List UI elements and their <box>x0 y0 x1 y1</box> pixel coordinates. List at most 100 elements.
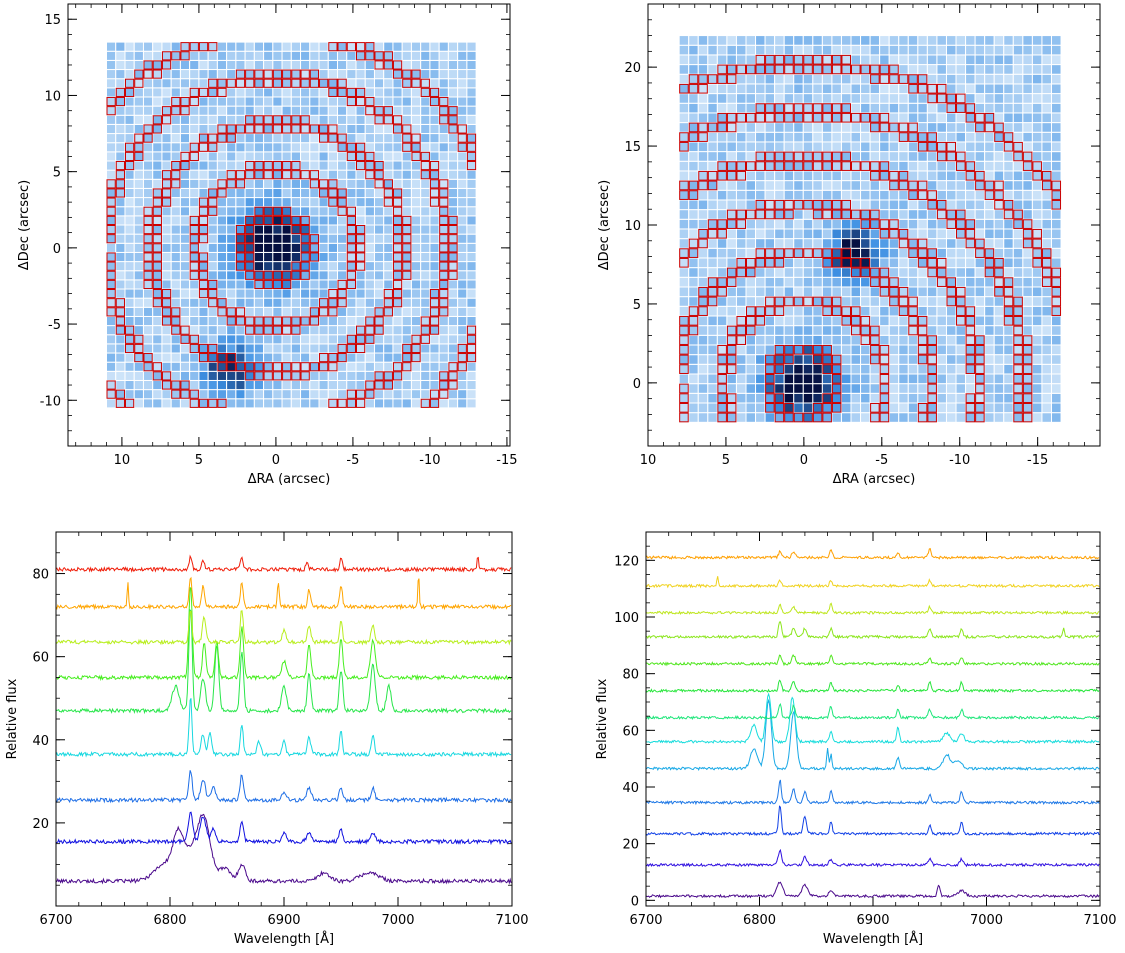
pixel-cell <box>226 270 237 281</box>
annulus-cell <box>927 267 937 278</box>
pixel-cell <box>1031 392 1043 404</box>
pixel-cell <box>1003 402 1014 414</box>
pixel-cell <box>327 352 339 363</box>
annulus-cell <box>106 234 116 244</box>
annulus-cell <box>765 383 775 394</box>
annulus-cell <box>927 402 937 413</box>
annulus-cell <box>272 362 283 372</box>
pixel-cell <box>879 247 890 259</box>
annulus-cell <box>822 306 832 316</box>
pixel-cell <box>888 44 900 56</box>
annulus-cell <box>726 364 737 374</box>
pixel-cell <box>984 296 995 307</box>
pixel-cell <box>697 83 709 95</box>
annulus-cell <box>328 133 338 143</box>
pixel-cell <box>831 218 842 230</box>
pixel-cell <box>821 315 833 327</box>
pixel-cell <box>965 247 976 259</box>
pixel-cell <box>373 114 385 125</box>
annulus-cell <box>198 87 209 97</box>
pixel-cell <box>735 35 747 46</box>
pixel-cell <box>244 105 255 116</box>
annulus-cell <box>898 74 909 84</box>
pixel-cell <box>1012 363 1024 375</box>
pixel-cell <box>774 122 785 133</box>
pixel-cell <box>879 315 890 327</box>
annulus-cell <box>152 252 162 262</box>
pixel-cell <box>974 141 986 153</box>
pixel-cell <box>1022 122 1033 133</box>
pixel-cell <box>152 41 163 52</box>
pixel-cell <box>318 279 329 290</box>
x-tick-label: 0 <box>800 453 808 468</box>
pixel-cell <box>392 315 403 327</box>
pixel-cell <box>226 361 237 372</box>
pixel-cell <box>1012 209 1024 220</box>
pixel-cell <box>438 142 449 153</box>
pixel-cell <box>263 178 274 189</box>
pixel-cell <box>793 122 804 133</box>
pixel-cell <box>821 276 833 288</box>
annulus-cell <box>717 364 727 374</box>
pixel-cell <box>235 160 246 171</box>
pixel-cell <box>429 389 440 400</box>
pixel-cell <box>1022 112 1033 124</box>
pixel-cell <box>281 325 292 336</box>
pixel-cell <box>161 133 172 144</box>
pixel-cell <box>438 334 449 345</box>
annulus-cell <box>448 371 458 381</box>
pixel-cell <box>290 59 302 71</box>
pixel-cell <box>1003 93 1014 104</box>
pixel-cell <box>898 151 909 162</box>
pixel-cell <box>401 325 412 336</box>
pixel-cell <box>678 112 690 124</box>
annulus-cell <box>975 122 985 133</box>
pixel-cell <box>170 334 181 345</box>
annulus-cell <box>226 124 236 134</box>
pixel-cell <box>198 187 209 199</box>
pixel-cell <box>226 242 237 253</box>
annulus-cell <box>784 402 794 413</box>
pixel-cell <box>945 54 957 66</box>
pixel-cell <box>410 41 422 52</box>
annulus-cell <box>688 325 699 336</box>
pixel-cell <box>936 199 947 211</box>
pixel-cell <box>783 131 795 143</box>
annulus-cell <box>429 179 440 189</box>
annulus-cell <box>124 343 135 354</box>
annulus-cell <box>936 83 947 94</box>
pixel-cell <box>226 279 237 290</box>
annulus-cell <box>106 179 116 189</box>
pixel-cell <box>764 344 776 356</box>
pixel-cell <box>917 296 928 307</box>
annulus-cell <box>917 412 928 423</box>
annulus-cell <box>698 83 708 94</box>
pixel-cell <box>438 50 449 61</box>
annulus-cell <box>254 316 264 326</box>
y-tick-label: 60 <box>622 724 639 739</box>
pixel-cell <box>783 247 795 259</box>
pixel-cell <box>152 233 163 244</box>
pixel-cell <box>936 141 947 153</box>
annulus-cell <box>143 225 153 235</box>
pixel-cell <box>850 257 862 269</box>
pixel-cell <box>115 105 126 116</box>
annulus-cell <box>161 51 172 61</box>
pixel-cell <box>198 343 209 354</box>
annulus-cell <box>936 209 947 220</box>
pixel-cell <box>926 199 938 211</box>
pixel-cell <box>263 242 274 253</box>
pixel-cell <box>355 169 366 180</box>
pixel-cell <box>745 238 757 249</box>
pixel-cell <box>438 233 449 244</box>
pixel-cell <box>678 131 690 143</box>
pixel-cell <box>974 257 986 269</box>
pixel-cell <box>688 122 699 133</box>
pixel-cell <box>955 238 967 249</box>
pixel-cell <box>707 228 718 240</box>
pixel-cell <box>812 257 823 269</box>
pixel-cell <box>936 238 947 249</box>
annulus-cell <box>245 316 255 326</box>
annulus-cell <box>189 343 199 354</box>
annulus-cell <box>319 179 329 189</box>
